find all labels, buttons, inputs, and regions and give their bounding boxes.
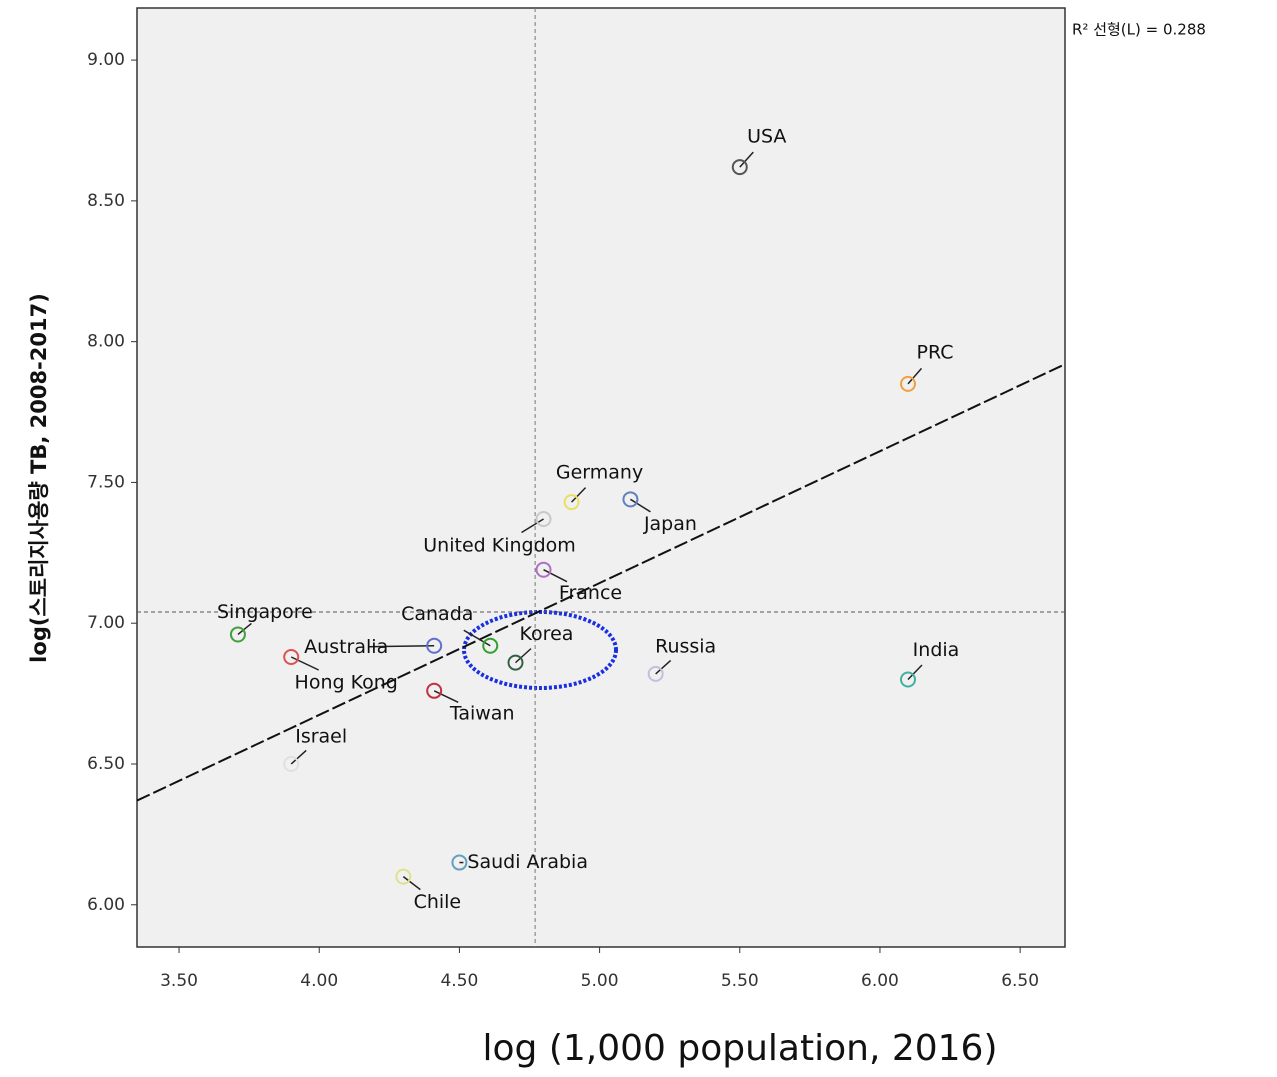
x-axis-label: log (1,000 population, 2016)	[483, 1028, 998, 1069]
point	[731, 159, 748, 176]
point	[426, 682, 443, 699]
leader-line	[655, 659, 672, 675]
point-label: Saudi Arabia	[467, 851, 588, 873]
x-tick-label: 4.50	[440, 971, 478, 991]
y-tick-label: 8.50	[87, 191, 125, 211]
y-tick-label: 9.00	[87, 50, 125, 70]
leader-line	[463, 629, 491, 647]
point-label: United Kingdom	[423, 535, 576, 557]
y-tick-label: 7.50	[87, 472, 125, 492]
point	[535, 511, 552, 528]
point	[283, 755, 300, 772]
point	[622, 491, 639, 508]
point-label: Taiwan	[449, 702, 515, 724]
x-tick-label: 5.50	[721, 971, 759, 991]
point-label: Germany	[556, 462, 643, 484]
leader-line	[571, 487, 587, 503]
leader-line	[543, 569, 568, 583]
point-label: Japan	[643, 513, 697, 535]
x-tick-label: 3.50	[160, 971, 198, 991]
point-label: Russia	[655, 635, 716, 657]
point	[535, 561, 552, 578]
x-tick-label: 6.50	[1001, 971, 1039, 991]
point	[507, 654, 524, 671]
point	[426, 637, 443, 654]
point-label: Israel	[295, 725, 347, 747]
x-tick-label: 5.00	[581, 971, 619, 991]
y-tick-label: 7.00	[87, 613, 125, 633]
point	[451, 854, 468, 871]
fit-line	[136, 363, 1066, 802]
leader-line	[514, 648, 532, 664]
point	[899, 671, 916, 688]
leader-line	[402, 876, 421, 891]
point-label: Australia	[304, 636, 388, 658]
point-label: Chile	[414, 891, 462, 913]
point-label: France	[559, 582, 622, 604]
leader-line	[237, 622, 252, 636]
point	[283, 648, 300, 665]
point	[563, 494, 580, 511]
point-label: Canada	[401, 603, 473, 625]
leader-line	[907, 367, 923, 385]
y-axis-label: log(스토리지사용량 TB, 2008-2017)	[27, 293, 51, 663]
leader-line	[739, 151, 754, 168]
r-squared: R² 선형(L) = 0.288	[1072, 21, 1206, 39]
y-tick-label: 8.00	[87, 332, 125, 352]
point	[395, 868, 412, 885]
leader-line	[433, 690, 459, 703]
point	[482, 637, 499, 654]
leader-line	[369, 644, 435, 648]
x-tick-label: 6.00	[861, 971, 899, 991]
y-tick-label: 6.50	[87, 754, 125, 774]
point	[647, 665, 664, 682]
point-label: Korea	[520, 623, 574, 645]
leader-line	[521, 518, 544, 534]
point-label: India	[913, 639, 960, 661]
leader-line	[290, 749, 307, 765]
point-label: USA	[747, 126, 786, 148]
point-label: PRC	[917, 341, 954, 363]
leader-line	[630, 498, 651, 513]
point-label: Singapore	[217, 601, 313, 623]
leader-line	[907, 664, 923, 681]
y-tick-label: 6.00	[87, 895, 125, 915]
point	[899, 375, 916, 392]
point	[229, 626, 246, 643]
leader-line	[290, 656, 320, 671]
x-tick-label: 4.00	[300, 971, 338, 991]
point-label: Hong Kong	[295, 671, 398, 693]
plot-area	[136, 7, 1066, 948]
